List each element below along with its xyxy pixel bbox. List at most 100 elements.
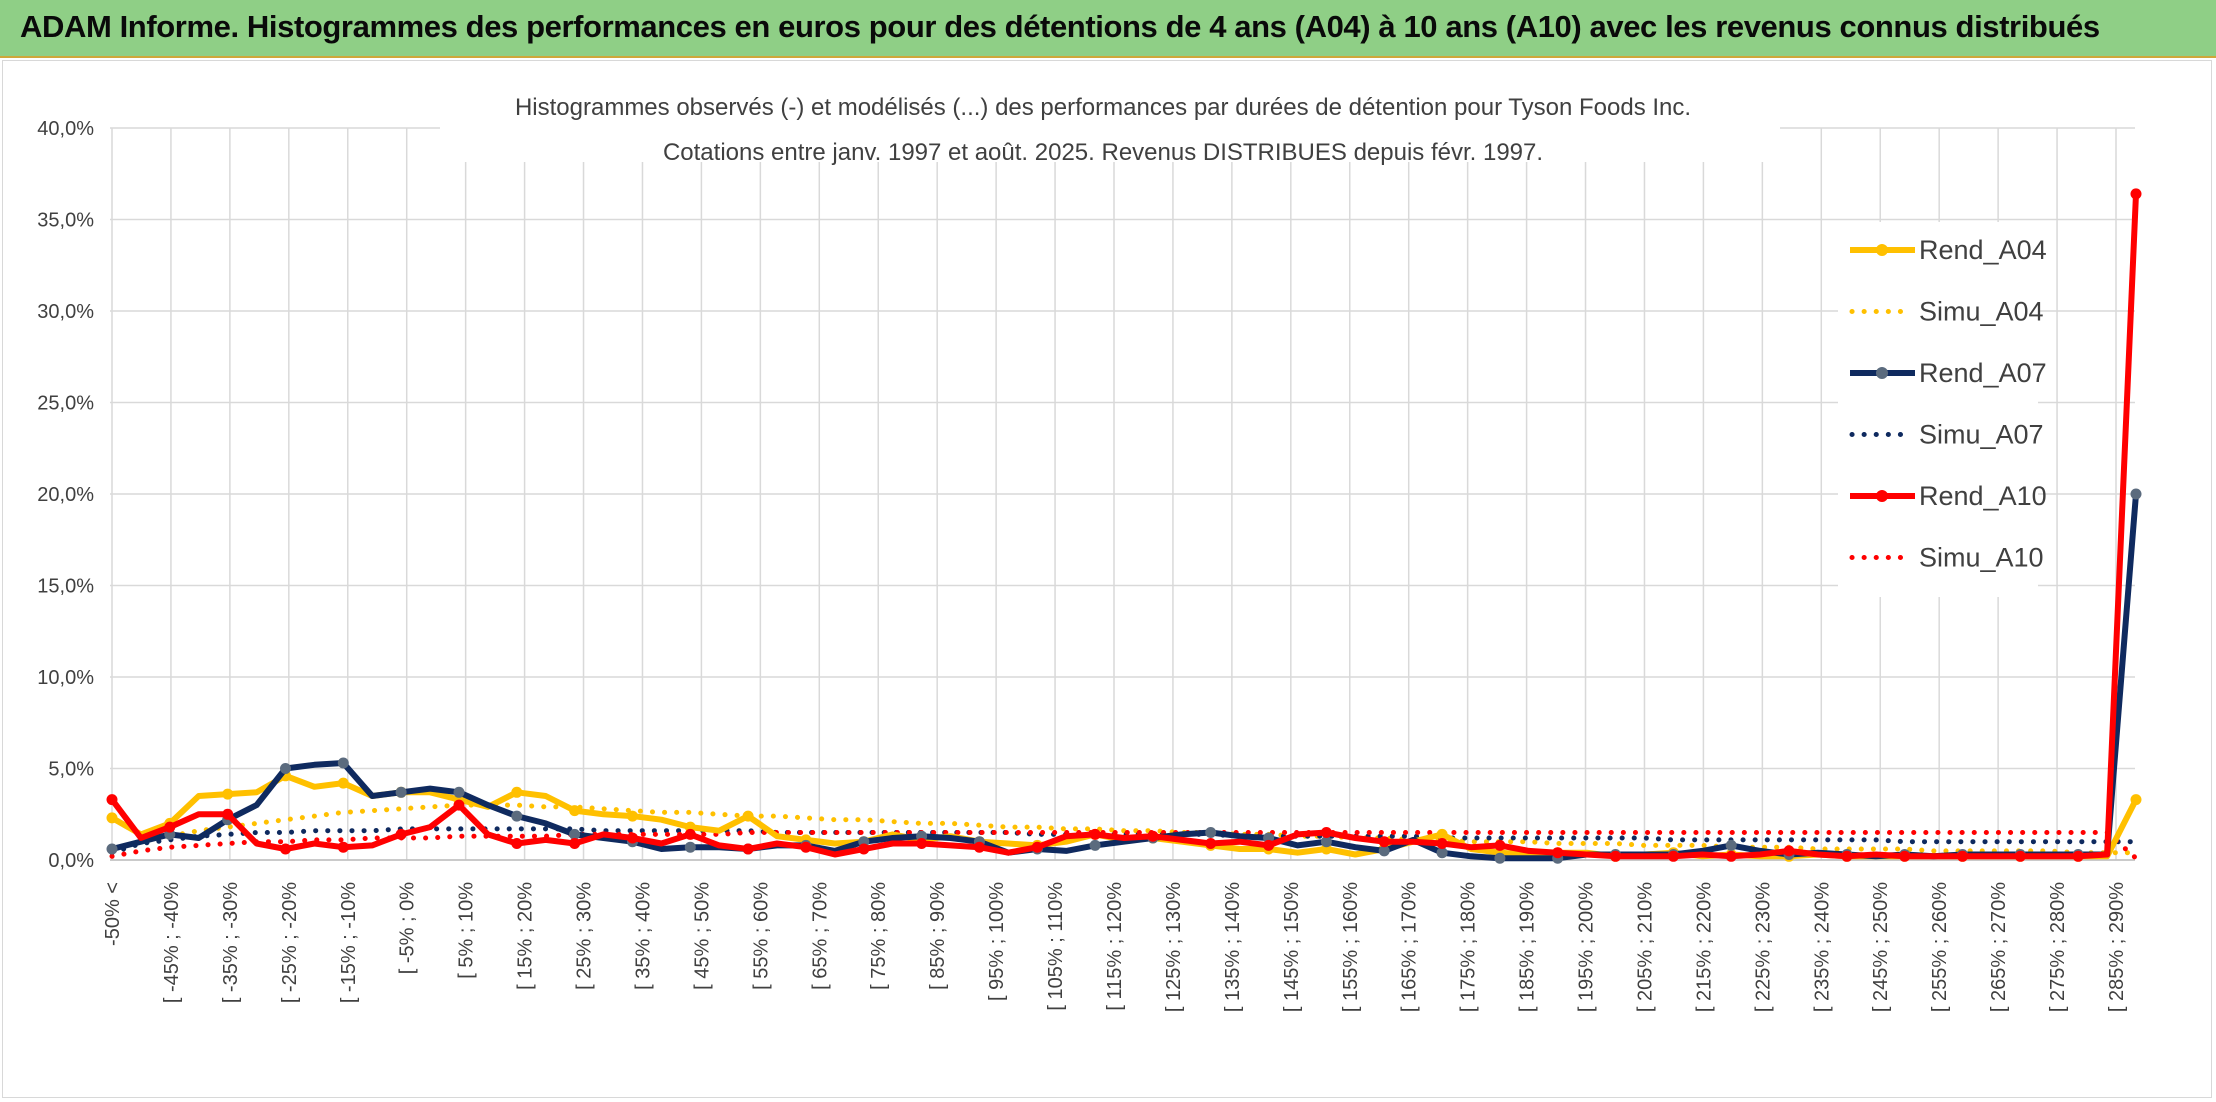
simu-a04-legend-label: Simu_A04	[1919, 297, 2044, 327]
rend-a04-point	[337, 777, 349, 789]
rend-a10-point	[1320, 827, 1332, 838]
rend-a10-point	[222, 808, 234, 820]
rend-a07-point	[1436, 847, 1448, 859]
rend-a04-point	[1436, 828, 1448, 840]
rend-a10-point	[1610, 850, 1621, 862]
x-tick-label: [ 155% ; 160%	[1340, 882, 1362, 1012]
rend-a07-point	[337, 757, 349, 769]
x-tick-label: [ 265% ; 270%	[1988, 882, 2010, 1012]
rend-a10-point	[1031, 841, 1043, 853]
rend-a10-point	[2072, 850, 2084, 862]
rend-a10-point	[1089, 828, 1101, 840]
simu-a07-line	[109, 826, 2139, 856]
x-tick-label: [ -5% ; 0%	[397, 882, 419, 974]
x-axis-ticks: -50% < [ -45% ; -40% [ -35% ; -30% [ -25% ;…	[102, 882, 2128, 1012]
rend-a10-point	[1147, 830, 1159, 842]
y-tick-label: 30,0%	[37, 301, 94, 323]
y-tick-label: 20,0%	[37, 484, 94, 506]
x-tick-label: [ 15% ; 20%	[515, 882, 537, 990]
rend-a10-point	[2130, 188, 2142, 200]
rend-a10-point	[1957, 850, 1968, 862]
rend-a10-point	[627, 832, 638, 844]
x-tick-label: [ 45% ; 50%	[691, 882, 713, 990]
x-tick-label: [ 225% ; 230%	[1752, 882, 1774, 1012]
rend-a10-line	[109, 190, 2139, 860]
rend-a10-point	[1263, 839, 1275, 851]
y-tick-label: 10,0%	[37, 667, 94, 689]
legend-background	[1838, 222, 2038, 597]
rend-a10-point	[395, 828, 407, 840]
x-tick-label: [ 215% ; 220%	[1693, 882, 1715, 1012]
rend-a10-point	[973, 841, 985, 853]
chart-title: Histogrammes observés (-) et modélisés (…	[515, 94, 1691, 121]
rend-a10-point	[164, 821, 176, 833]
rend-a10-legend-label: Rend_A10	[1919, 481, 2047, 511]
x-tick-label: [ 135% ; 140%	[1222, 882, 1244, 1012]
rend-a10-point	[1899, 850, 1911, 862]
y-tick-label: 40,0%	[37, 118, 94, 140]
x-tick-label: [ 145% ; 150%	[1281, 882, 1303, 1012]
rend-a10-point	[684, 828, 696, 840]
rend-a07-point	[1725, 839, 1737, 851]
rend-a10-point	[1841, 850, 1853, 862]
chart-subtitle: Cotations entre janv. 1997 et août. 2025…	[663, 139, 1543, 166]
x-tick-label: [ 205% ; 210%	[1634, 882, 1656, 1012]
x-tick-label: [ 125% ; 130%	[1163, 882, 1185, 1012]
rend-a07-point	[1205, 827, 1217, 838]
rend-a10-point	[1667, 850, 1679, 862]
y-tick-label: 15,0%	[37, 576, 94, 598]
x-tick-label: [ 5% ; 10%	[456, 882, 478, 979]
x-tick-label: [ 85% ; 90%	[927, 882, 949, 990]
rend-a10-point	[1436, 838, 1448, 849]
x-tick-label: [ 105% ; 110%	[1045, 882, 1067, 1011]
x-tick-label: [ 35% ; 40%	[632, 882, 654, 990]
x-tick-label: [ 185% ; 190%	[1517, 882, 1539, 1012]
rend-a10-point	[337, 841, 349, 853]
rend-a10-point	[1378, 836, 1390, 848]
rend-a07-point	[684, 841, 696, 853]
rend-a04-point	[222, 788, 234, 800]
rend-a10-point	[742, 843, 754, 855]
rend-a10-point	[1205, 838, 1217, 849]
x-tick-label: -50% <	[102, 882, 124, 946]
x-tick-label: [ 95% ; 100%	[986, 882, 1008, 1001]
x-tick-label: [ 195% ; 200%	[1576, 882, 1598, 1012]
title-background	[440, 80, 1780, 162]
report-banner: ADAM Informe. Histogrammes des performan…	[0, 0, 2216, 58]
y-axis-ticks: 0,0% 5,0% 10,0% 15,0% 20,0% 25,0% 30,0% 35,0% 40…	[37, 118, 94, 872]
rend-a04-point	[742, 810, 754, 822]
chart-grid	[110, 127, 2135, 861]
rend-a07-point	[106, 843, 118, 855]
report-title: ADAM Informe. Histogrammes des performan…	[20, 9, 2100, 44]
rend-a10-point	[1783, 845, 1795, 857]
rend-a10-point	[858, 843, 870, 855]
x-tick-label: [ 175% ; 180%	[1458, 882, 1480, 1012]
rend-a04-point	[106, 812, 118, 824]
rend-a07-point	[1494, 852, 1506, 864]
rend-a07-point	[1089, 839, 1101, 851]
y-tick-label: 0,0%	[48, 850, 94, 872]
rend-a07-point	[280, 763, 291, 774]
x-tick-label: [ 75% ; 80%	[868, 882, 890, 990]
rend-a07-point	[1378, 845, 1390, 857]
x-tick-label: [ 275% ; 280%	[2047, 882, 2069, 1012]
rend-a10-point	[569, 838, 581, 849]
x-tick-label: [ 55% ; 60%	[750, 882, 772, 990]
rend-a04-point	[569, 805, 581, 817]
rend-a07-legend-marker	[1876, 367, 1888, 379]
y-tick-label: 25,0%	[37, 393, 94, 415]
rend-a04-point	[511, 786, 523, 798]
x-tick-label: [ -35% ; -30%	[220, 882, 242, 1003]
rend-a07-point	[511, 810, 523, 822]
x-tick-label: [ 235% ; 240%	[1811, 882, 1833, 1012]
rend-a04-legend-marker	[1876, 244, 1888, 256]
rend-a07-line	[109, 491, 2139, 862]
x-tick-label: [ -25% ; -20%	[279, 882, 301, 1003]
chart-series	[106, 188, 2142, 864]
rend-a04-legend-label: Rend_A04	[1919, 235, 2047, 265]
rend-a04-point	[627, 810, 638, 822]
rend-a10-point	[106, 794, 118, 806]
simu-a07-legend-label: Simu_A07	[1919, 420, 2044, 450]
x-tick-label: [ 115% ; 120%	[1104, 882, 1126, 1011]
